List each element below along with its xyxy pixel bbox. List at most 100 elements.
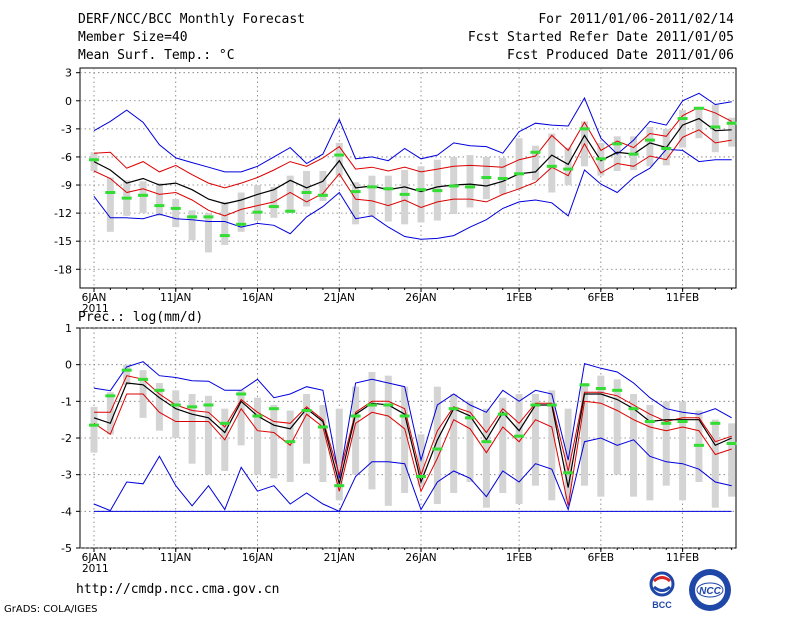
temp-spread-box bbox=[139, 181, 147, 214]
source-url[interactable]: http://cmdp.ncc.cma.gov.cn bbox=[76, 582, 280, 597]
ncc-logo-icon: NCC bbox=[689, 569, 731, 611]
logos: BCC NCC bbox=[649, 569, 731, 611]
precip-panel: 1 0 -1 -2 -3 -4 -5 6JAN 11JAN 16JAN 21JAN 26JAN 1FEB… bbox=[61, 322, 737, 575]
precip-series-max-line bbox=[93, 361, 732, 479]
precip-spread-box bbox=[613, 379, 621, 475]
precip-y-tick-label: -2 bbox=[61, 432, 72, 445]
temp-spread-box bbox=[679, 110, 687, 148]
temp-x-tick-label: 21JAN bbox=[324, 292, 355, 304]
precip-spread-box bbox=[188, 394, 196, 464]
precip-y-tick-label: -1 bbox=[61, 395, 72, 408]
temp-spread-box bbox=[531, 145, 539, 181]
precip-spread-box bbox=[352, 386, 360, 475]
precip-series-lower-line bbox=[93, 393, 732, 506]
temp-y-tick-label: -3 bbox=[61, 123, 72, 136]
temp-y-tick-label: -6 bbox=[61, 151, 72, 164]
temp-spread-box bbox=[515, 138, 523, 190]
precip-spread-box bbox=[401, 386, 409, 493]
temp-spread-box bbox=[564, 147, 572, 186]
precip-spread-box bbox=[303, 394, 311, 464]
temp-spread-box bbox=[368, 175, 376, 217]
precip-spread-box bbox=[581, 383, 588, 486]
precip-y-tick-label: 1 bbox=[65, 322, 72, 335]
temp-spread-box bbox=[646, 126, 654, 167]
precip-series-min-line bbox=[93, 437, 732, 512]
precip-y-tick-label: -4 bbox=[61, 505, 72, 518]
precip-spread-box bbox=[286, 410, 294, 482]
temp-series-upper-line bbox=[93, 106, 732, 189]
temp-spread-box bbox=[204, 213, 212, 253]
temp-series-min-line bbox=[93, 148, 732, 240]
precip-spread-box bbox=[482, 408, 490, 508]
precip-spread-box bbox=[319, 405, 327, 482]
precip-x-tick-label: 16JAN bbox=[242, 552, 273, 564]
produced-date-label: Fcst Produced Date 2011/01/06 bbox=[507, 48, 734, 63]
temp-spread-box bbox=[384, 175, 392, 222]
precip-spread-box bbox=[646, 405, 654, 501]
temp-spread-box bbox=[254, 185, 261, 221]
temp-y-tick-label: -18 bbox=[54, 263, 72, 276]
temp-spread-box bbox=[155, 183, 163, 216]
forecast-range-label: For 2011/01/06-2011/02/14 bbox=[538, 12, 734, 27]
bcc-logo-icon: BCC bbox=[649, 571, 675, 610]
temp-x-tick-label: 1FEB bbox=[506, 292, 533, 304]
temp-spread-box bbox=[548, 133, 556, 193]
precip-spread-box bbox=[711, 419, 719, 508]
precip-spread-box bbox=[106, 392, 114, 435]
temp-year-label: 2011 bbox=[82, 303, 109, 315]
precip-spread-box bbox=[368, 372, 376, 490]
temp-series-mean-line bbox=[93, 117, 732, 205]
temp-x-tick-label: 11FEB bbox=[666, 292, 699, 304]
precip-spread-box bbox=[548, 390, 556, 501]
temp-y-tick-label: 3 bbox=[65, 67, 72, 80]
precip-x-tick-label: 11JAN bbox=[160, 552, 191, 564]
temp-panel: 3 0 -3 -6 -9 -12 -15 -18 6JAN 11JAN 16JAN 21JAN 26JA… bbox=[54, 67, 737, 315]
temp-x-tick-label: 11JAN bbox=[160, 292, 191, 304]
temp-spread-box bbox=[319, 170, 327, 201]
precip-spread-box bbox=[335, 408, 343, 501]
temp-y-tick-label: -15 bbox=[54, 235, 72, 248]
member-size-label: Member Size=40 bbox=[78, 30, 188, 45]
precip-spread-box bbox=[728, 423, 736, 497]
temp-spread-box bbox=[352, 182, 360, 225]
precip-spread-box bbox=[237, 390, 245, 446]
precip-spread-box bbox=[679, 401, 687, 501]
temp-spread-box bbox=[106, 177, 114, 232]
precip-x-tick-label: 11FEB bbox=[666, 552, 699, 564]
precip-spread-box bbox=[597, 375, 605, 497]
precip-spread-box bbox=[662, 401, 670, 486]
temp-spread-box bbox=[728, 117, 736, 147]
temp-spread-box bbox=[499, 157, 507, 195]
precip-series-mean-line bbox=[93, 382, 732, 488]
temp-spread-box bbox=[188, 210, 196, 241]
started-refer-date-label: Fcst Started Refer Date 2011/01/05 bbox=[467, 30, 734, 45]
temp-spread-box bbox=[286, 175, 294, 214]
precip-spread-box bbox=[630, 394, 638, 497]
precip-spread-box bbox=[155, 383, 163, 431]
precip-spread-box bbox=[564, 408, 572, 501]
precip-spread-box bbox=[499, 397, 507, 493]
temp-x-tick-label: 26JAN bbox=[405, 292, 436, 304]
variable-label: Mean Surf. Temp.: °C bbox=[78, 48, 235, 63]
temp-y-tick-label: 0 bbox=[65, 95, 72, 108]
precip-spread-box bbox=[254, 397, 261, 475]
precip-year-label: 2011 bbox=[82, 563, 109, 575]
precip-spread-box bbox=[433, 386, 441, 504]
temp-x-tick-label: 6JAN bbox=[82, 292, 107, 304]
precip-spread-box bbox=[204, 395, 212, 475]
temp-y-tick-label: -12 bbox=[54, 207, 72, 220]
temp-x-tick-label: 6FEB bbox=[588, 292, 615, 304]
temp-y-tick-label: -9 bbox=[61, 179, 72, 192]
temp-spread-box bbox=[695, 107, 703, 139]
chart-title: DERF/NCC/BCC Monthly Forecast bbox=[78, 12, 305, 27]
precip-spread-box bbox=[270, 405, 278, 479]
temp-series-max-line bbox=[93, 92, 732, 173]
temp-spread-box bbox=[417, 166, 425, 223]
precip-spread-box bbox=[531, 394, 539, 486]
precip-spread-box bbox=[466, 401, 474, 482]
precip-spread-box bbox=[384, 375, 392, 506]
temp-spread-box bbox=[335, 142, 343, 176]
temp-spread-box bbox=[221, 201, 229, 245]
temp-spread-box bbox=[303, 170, 311, 207]
